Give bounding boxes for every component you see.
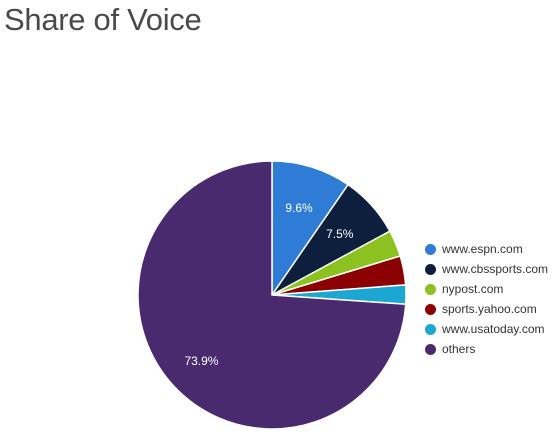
legend-label: others (442, 342, 476, 356)
legend-item-others[interactable]: others (425, 339, 548, 359)
legend-item-usatoday[interactable]: www.usatoday.com (425, 319, 548, 339)
legend-swatch (425, 303, 436, 315)
chart-legend: www.espn.com www.cbssports.com nypost.co… (425, 239, 548, 359)
slice-data-label: 73.9% (184, 354, 218, 368)
pie-slices (137, 160, 407, 430)
legend-item-nypost[interactable]: nypost.com (425, 279, 548, 299)
legend-label: www.espn.com (442, 242, 523, 256)
legend-swatch (425, 263, 436, 275)
slice-data-label: 7.5% (326, 227, 354, 241)
pie-slice-5[interactable] (137, 160, 407, 430)
legend-label: www.usatoday.com (442, 322, 545, 336)
pie-data-labels: 9.6% 7.5% 73.9% (184, 201, 353, 368)
legend-label: nypost.com (442, 282, 504, 296)
legend-swatch (425, 323, 436, 335)
legend-label: www.cbssports.com (442, 262, 549, 276)
chart-title: Share of Voice (4, 2, 202, 37)
legend-swatch (425, 283, 436, 295)
slice-data-label: 9.6% (285, 201, 313, 215)
legend-label: sports.yahoo.com (442, 302, 537, 316)
legend-swatch (425, 343, 436, 355)
pie-slice-0[interactable] (271, 160, 350, 298)
legend-swatch (425, 243, 436, 255)
legend-item-espn[interactable]: www.espn.com (425, 239, 548, 259)
legend-item-sports-yahoo[interactable]: sports.yahoo.com (425, 299, 548, 319)
legend-item-cbssports[interactable]: www.cbssports.com (425, 259, 548, 279)
